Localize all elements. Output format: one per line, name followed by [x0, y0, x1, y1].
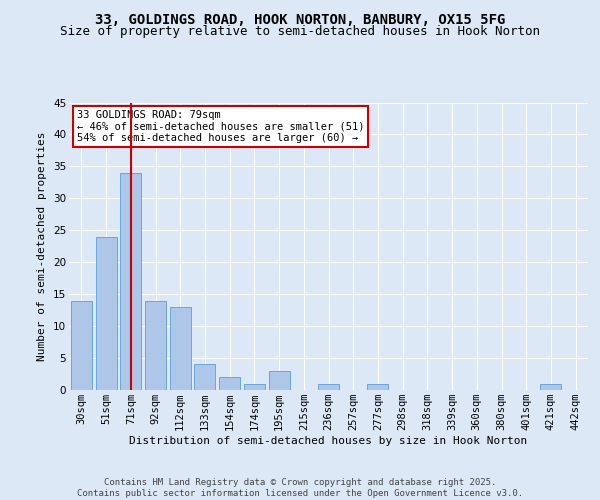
Bar [318, 384, 339, 390]
Y-axis label: Number of semi-detached properties: Number of semi-detached properties [37, 132, 47, 361]
Bar [269, 371, 290, 390]
Bar [367, 384, 388, 390]
Bar [219, 377, 240, 390]
Text: 33, GOLDINGS ROAD, HOOK NORTON, BANBURY, OX15 5FG: 33, GOLDINGS ROAD, HOOK NORTON, BANBURY,… [95, 12, 505, 26]
Bar [541, 384, 562, 390]
Text: Contains HM Land Registry data © Crown copyright and database right 2025.
Contai: Contains HM Land Registry data © Crown c… [77, 478, 523, 498]
Bar [71, 300, 92, 390]
Bar [120, 173, 141, 390]
X-axis label: Distribution of semi-detached houses by size in Hook Norton: Distribution of semi-detached houses by … [130, 436, 527, 446]
Bar [194, 364, 215, 390]
Text: Size of property relative to semi-detached houses in Hook Norton: Size of property relative to semi-detach… [60, 25, 540, 38]
Bar [95, 236, 116, 390]
Text: 33 GOLDINGS ROAD: 79sqm
← 46% of semi-detached houses are smaller (51)
54% of se: 33 GOLDINGS ROAD: 79sqm ← 46% of semi-de… [77, 110, 364, 143]
Bar [244, 384, 265, 390]
Bar [170, 307, 191, 390]
Bar [145, 300, 166, 390]
